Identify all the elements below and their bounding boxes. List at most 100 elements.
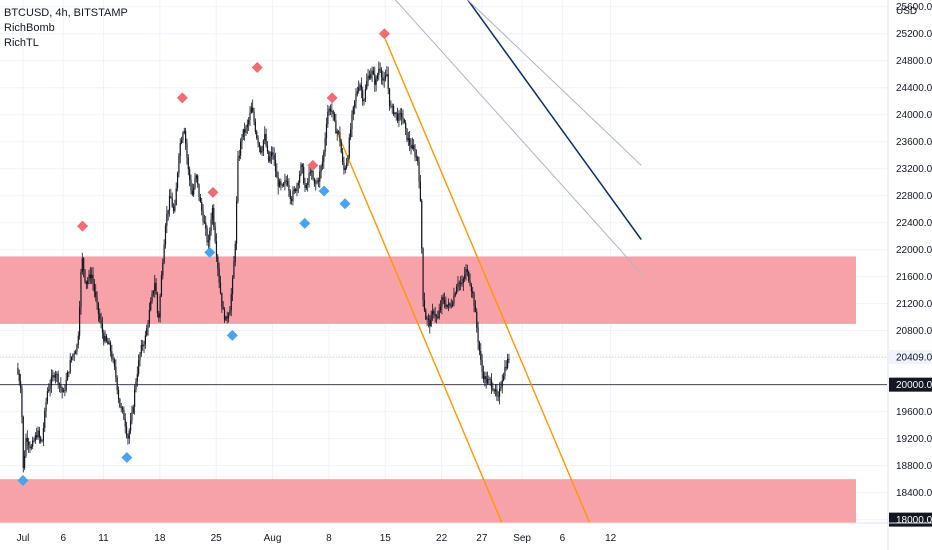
candle-up xyxy=(64,390,66,391)
candle-down xyxy=(329,108,332,112)
price-tick-label: 25200.00 xyxy=(896,29,932,40)
candle-up xyxy=(210,219,212,231)
candle-up xyxy=(300,164,302,175)
candle-up xyxy=(500,386,502,389)
candle-down xyxy=(111,351,113,359)
candle-down xyxy=(156,293,159,314)
candle-down xyxy=(215,241,218,257)
candle-down xyxy=(120,407,122,408)
candle-down xyxy=(449,303,451,306)
candle-up xyxy=(81,258,83,273)
candle-down xyxy=(421,200,423,249)
candle-up xyxy=(305,184,307,189)
candle-down xyxy=(190,179,192,191)
candle-up xyxy=(486,379,489,384)
candle-up xyxy=(261,150,263,153)
candle-up xyxy=(407,138,409,141)
candle-down xyxy=(268,151,270,162)
candle-up xyxy=(292,191,294,201)
candle-up xyxy=(66,372,69,380)
candle-down xyxy=(492,387,494,390)
candle-down xyxy=(508,358,510,361)
candle-up xyxy=(484,376,486,380)
candle-down xyxy=(206,228,208,243)
channel-upper-line[interactable] xyxy=(384,38,591,524)
candle-up xyxy=(159,295,161,318)
buy-signal-marker xyxy=(318,185,330,197)
candle-up xyxy=(134,389,136,407)
time-tick-label: Aug xyxy=(264,533,282,544)
time-tick-label: 22 xyxy=(436,533,448,544)
candle-down xyxy=(493,389,495,392)
candle-up xyxy=(297,182,299,186)
trend-line-gray[interactable] xyxy=(365,0,642,274)
candle-down xyxy=(481,359,483,372)
trend-line-dark[interactable] xyxy=(421,0,642,241)
candle-down xyxy=(26,437,28,442)
candle-down xyxy=(253,111,255,122)
symbol-title[interactable]: BTCUSD, 4h, BITSTAMP xyxy=(4,7,128,19)
candle-down xyxy=(476,311,478,328)
time-axis[interactable]: Jul 6 11 18 25 Aug 8 15 22 27 Sep 6 12 xyxy=(0,522,932,544)
candle-down xyxy=(405,122,407,129)
candle-down xyxy=(482,371,485,380)
price-tick-label: 23600.00 xyxy=(896,137,932,148)
candle-up xyxy=(143,344,145,347)
candle-up xyxy=(230,293,232,311)
candle-down xyxy=(396,113,399,121)
candle-down xyxy=(466,268,468,272)
candle-up xyxy=(359,84,361,88)
candle-up xyxy=(348,137,350,158)
candle-down xyxy=(257,137,259,144)
indicator-richbomb[interactable]: RichBomb xyxy=(4,22,55,34)
trend-line-gray[interactable] xyxy=(454,0,642,166)
buy-signal-marker xyxy=(299,217,311,229)
candle-up xyxy=(131,412,133,421)
time-tick-label: Sep xyxy=(513,533,531,544)
candle-up xyxy=(241,136,243,142)
candle-up xyxy=(350,129,352,138)
candle-up xyxy=(56,373,58,375)
price-tick-label: 18800.00 xyxy=(896,461,932,472)
candle-down xyxy=(401,112,403,118)
candle-down xyxy=(93,283,95,292)
indicator-richtl[interactable]: RichTL xyxy=(4,37,39,49)
candle-up xyxy=(138,360,140,374)
candle-up xyxy=(439,306,442,311)
candle-down xyxy=(304,183,306,189)
candle-up xyxy=(73,353,75,355)
candle-up xyxy=(209,230,211,241)
candle-down xyxy=(203,221,205,223)
candle-down xyxy=(199,197,201,202)
candle-up xyxy=(461,283,463,285)
price-tick-label: 24800.00 xyxy=(896,56,932,67)
candle-down xyxy=(402,117,404,120)
candle-down xyxy=(317,180,320,182)
candle-up xyxy=(182,132,184,140)
candle-down xyxy=(468,271,470,281)
price-tick-label: 20800.00 xyxy=(896,326,932,337)
candle-up xyxy=(307,181,309,185)
candle-down xyxy=(409,138,411,145)
candle-down xyxy=(17,367,19,374)
price-label-text: 18000.00 xyxy=(896,515,932,526)
buy-signal-marker xyxy=(339,198,351,210)
candle-up xyxy=(309,171,311,174)
candle-down xyxy=(19,381,22,389)
candle-up xyxy=(269,156,271,162)
channel-lower-line[interactable] xyxy=(336,131,503,524)
candle-down xyxy=(406,128,408,141)
candle-up xyxy=(394,112,396,115)
price-axis[interactable]: USD 18400.00 18800.00 19200.00 19600.00 20800… xyxy=(887,0,932,550)
candle-up xyxy=(494,389,497,392)
candle-up xyxy=(233,261,235,279)
candle-down xyxy=(442,297,444,300)
candle-down xyxy=(273,154,275,160)
candle-down xyxy=(423,300,426,311)
candle-up xyxy=(144,335,146,345)
candle-up xyxy=(299,174,301,183)
candle-up xyxy=(207,240,210,243)
candle-up xyxy=(69,359,71,373)
candle-down xyxy=(103,332,105,342)
